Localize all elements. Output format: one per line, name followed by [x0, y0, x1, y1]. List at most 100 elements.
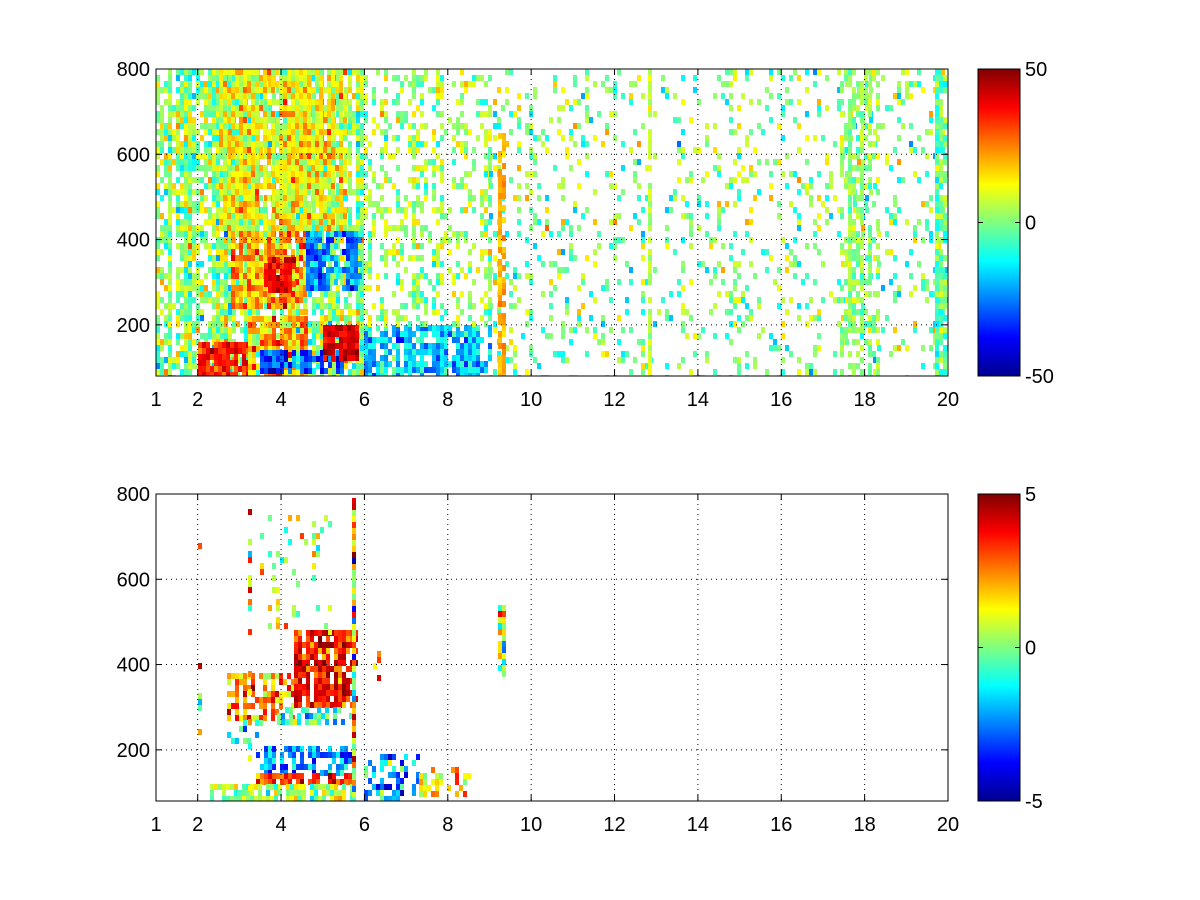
heatmap-cell	[232, 99, 236, 105]
heatmap-cell	[200, 87, 204, 93]
heatmap-cell	[561, 267, 565, 273]
heatmap-cell	[306, 255, 310, 261]
heatmap-cell	[224, 243, 228, 249]
heatmap-cell	[251, 105, 255, 111]
heatmap-cell	[192, 129, 196, 135]
heatmap-cell	[348, 105, 352, 111]
heatmap-cell	[204, 291, 208, 297]
heatmap-cell	[204, 123, 208, 129]
heatmap-cell	[288, 322, 292, 328]
heatmap-cell	[368, 267, 372, 273]
heatmap-cell	[541, 261, 545, 267]
heatmap-cell	[231, 237, 235, 243]
heatmap-cell	[243, 99, 247, 105]
heatmap-cell	[184, 249, 188, 255]
heatmap-cell	[299, 93, 303, 99]
heatmap-cell	[861, 303, 865, 309]
heatmap-cell	[348, 75, 352, 81]
heatmap-cell	[368, 255, 372, 261]
heatmap-cell	[198, 354, 202, 360]
heatmap-cell	[251, 213, 255, 219]
heatmap-cell	[416, 147, 420, 153]
heatmap-cell	[276, 362, 280, 368]
heatmap-cell	[412, 201, 416, 207]
heatmap-cell	[339, 159, 343, 165]
heatmap-cell	[160, 123, 164, 129]
heatmap-cell	[327, 111, 331, 117]
heatmap-cell	[156, 339, 160, 345]
heatmap-cell	[589, 291, 593, 297]
heatmap-cell	[279, 249, 283, 255]
heatmap-cell	[713, 369, 717, 375]
heatmap-cell	[484, 99, 488, 105]
heatmap-cell	[306, 261, 310, 267]
heatmap-cell	[263, 69, 267, 75]
heatmap-cell	[279, 105, 283, 111]
heatmap-cell	[343, 355, 347, 361]
heatmap-cell	[200, 153, 204, 159]
heatmap-cell	[343, 117, 347, 123]
heatmap-cell	[897, 99, 901, 105]
heatmap-cell	[729, 297, 733, 303]
heatmap-cell	[737, 195, 741, 201]
heatmap-cell	[565, 153, 569, 159]
heatmap-cell	[350, 249, 354, 255]
heatmap-cell	[303, 159, 307, 165]
heatmap-cell	[509, 129, 513, 135]
heatmap-cell	[577, 321, 581, 327]
heatmap-cell	[821, 201, 825, 207]
heatmap-cell	[212, 141, 216, 147]
heatmap-cell	[440, 337, 444, 343]
heatmap-cell	[468, 201, 472, 207]
heatmap-cell	[315, 183, 319, 189]
heatmap-cell	[252, 352, 256, 358]
heatmap-cell	[204, 297, 208, 303]
heatmap-cell	[339, 343, 343, 349]
heatmap-cell	[251, 207, 255, 213]
heatmap-cell	[214, 360, 218, 366]
heatmap-cell	[380, 183, 384, 189]
heatmap-cell	[236, 321, 240, 327]
heatmap-cell	[311, 135, 315, 141]
heatmap-cell	[340, 273, 344, 279]
heatmap-cell	[412, 219, 416, 225]
heatmap-cell	[328, 93, 332, 99]
heatmap-cell	[448, 249, 452, 255]
heatmap-cell	[214, 354, 218, 360]
heatmap-cell	[188, 183, 192, 189]
heatmap-cell	[200, 207, 204, 213]
heatmap-cell	[331, 195, 335, 201]
heatmap-cell	[344, 87, 348, 93]
heatmap-cell	[817, 333, 821, 339]
heatmap-cell	[346, 231, 350, 237]
heatmap-cell	[412, 225, 416, 231]
heatmap-cell	[276, 257, 280, 263]
heatmap-cell	[267, 303, 271, 309]
heatmap-cell	[351, 349, 355, 355]
heatmap-cell	[613, 183, 617, 189]
heatmap-cell	[327, 195, 331, 201]
heatmap-cell	[251, 183, 255, 189]
heatmap-cell	[184, 273, 188, 279]
heatmap-cell	[805, 183, 809, 189]
heatmap-cell	[308, 201, 312, 207]
heatmap-cell	[408, 355, 412, 361]
heatmap-cell	[216, 255, 220, 261]
heatmap-cell	[156, 297, 160, 303]
heatmap-cell	[561, 357, 565, 363]
heatmap-cell	[833, 141, 837, 147]
heatmap-cell	[255, 213, 259, 219]
heatmap-cell	[420, 325, 424, 331]
heatmap-cell	[220, 285, 224, 291]
heatmap-cell	[346, 261, 350, 267]
heatmap-cell	[243, 237, 247, 243]
heatmap-cell	[168, 171, 172, 177]
heatmap-cell	[420, 81, 424, 87]
heatmap-cell	[220, 309, 224, 315]
heatmap-cell	[164, 183, 168, 189]
heatmap-cell	[717, 75, 721, 81]
heatmap-cell	[617, 237, 621, 243]
heatmap-cell	[188, 111, 192, 117]
heatmap-cell	[255, 123, 259, 129]
heatmap-cell	[613, 237, 617, 243]
